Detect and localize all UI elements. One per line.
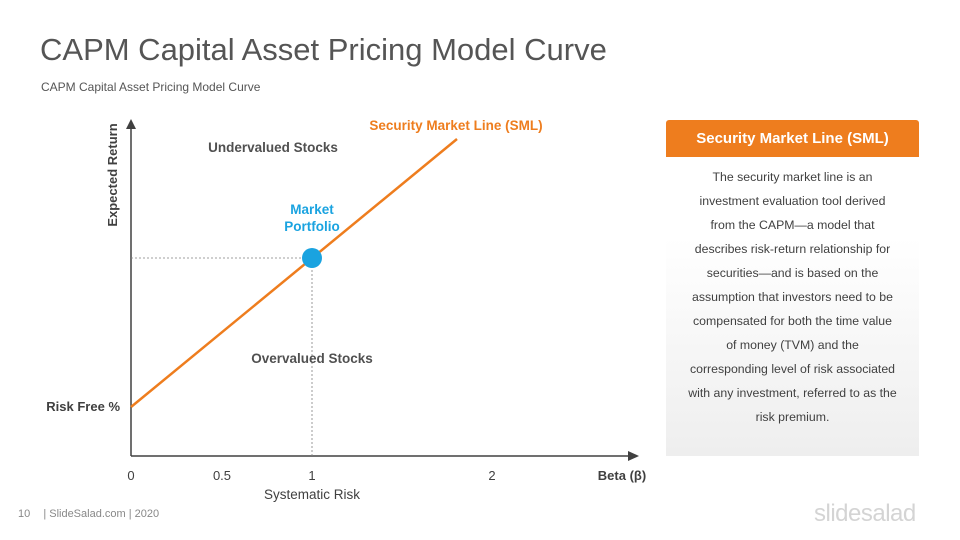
panel-line: corresponding level of risk associated [689,362,896,376]
x-tick-label: 0 [127,468,134,483]
footer: 10 | SlideSalad.com | 2020 [18,508,159,520]
panel-line: with any investment, referred to as the [688,386,897,400]
panel-line: compensated for both the time value [693,314,892,328]
x-tick-label: 0.5 [213,468,231,483]
panel-line: The security market line is an [712,170,873,184]
panel-line: of money (TVM) and the [726,338,859,352]
panel-line: assumption that investors need to be [692,290,893,304]
market-portfolio-label-line2: Portfolio [284,219,340,234]
intercept-label: Risk Free % [46,399,120,414]
footer-text: | SlideSalad.com | 2020 [43,508,160,520]
panel-line: investment evaluation tool derived [699,194,886,208]
panel-line: from the CAPM—a model that [710,218,875,232]
line-label: Security Market Line (SML) [369,118,542,133]
x-tick-label: 1 [308,468,315,483]
panel-line: risk premium. [755,410,830,424]
panel-header: Security Market Line (SML) [666,120,919,157]
x-axis-end-label: Beta (β) [598,468,646,483]
y-axis-label: Expected Return [105,123,120,226]
market-portfolio-point [302,248,322,268]
page-number: 10 [18,508,31,520]
y-axis-arrow-icon [126,119,136,129]
panel-line: describes risk-return relationship for [694,242,891,256]
brand-logo: slidesalad [814,500,916,527]
sml-info-panel: Security Market Line (SML) The security … [666,120,919,456]
slide-title: CAPM Capital Asset Pricing Model Curve [40,32,607,67]
panel-description: The security market line is an investmen… [666,157,919,429]
market-portfolio-label-line1: Market [290,202,334,217]
slide-subtitle: CAPM Capital Asset Pricing Model Curve [41,80,261,94]
x-axis-arrow-icon [628,451,639,461]
security-market-line [130,138,458,408]
region-above-label: Undervalued Stocks [208,140,338,155]
x-tick-label: 2 [488,468,495,483]
x-axis-label: Systematic Risk [264,487,360,502]
region-below-label: Overvalued Stocks [251,351,373,366]
panel-line: securities—and is based on the [706,266,879,280]
